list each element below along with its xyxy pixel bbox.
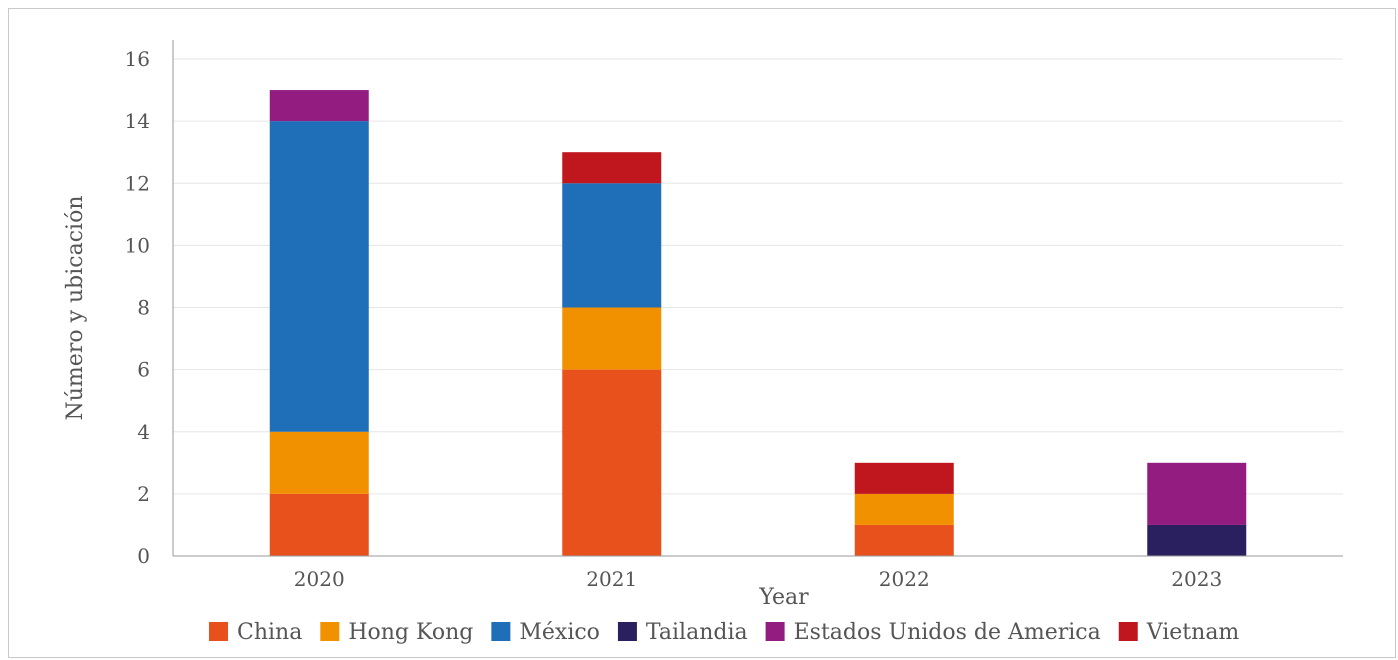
legend-swatch: [209, 622, 228, 641]
axes: [172, 40, 1343, 557]
legend-item: Tailandia: [617, 620, 748, 645]
bar-segment-2021-vietnam: [562, 152, 662, 184]
legend-label: China: [237, 620, 302, 645]
y-tick-label: 16: [125, 47, 150, 71]
legend-item: Estados Unidos de America: [765, 620, 1101, 645]
legend-item: México: [491, 620, 600, 645]
bar-segment-2021-méxico: [562, 183, 662, 308]
y-tick-label: 0: [137, 544, 150, 568]
y-tick-labels: 0 2 4 6 8 10 12 14 16: [125, 47, 150, 568]
legend-label: Tailandia: [646, 620, 748, 645]
y-axis-title: Número y ubicación: [63, 196, 88, 421]
y-tick-label: 8: [137, 296, 150, 320]
legend-swatch: [1118, 622, 1138, 641]
y-tick-label: 10: [125, 233, 150, 257]
bar-segment-2020-china: [269, 493, 369, 556]
legend-label: México: [519, 620, 600, 645]
legend-swatch: [617, 622, 637, 641]
legend-label: Hong Kong: [348, 620, 473, 645]
x-tick-label: 2020: [294, 567, 345, 591]
x-tick-labels: 2020 2021 2022 2023: [294, 567, 1222, 591]
bar-segment-2020-hong-kong: [269, 431, 369, 494]
x-tick-label: 2023: [1171, 567, 1222, 591]
bars: [269, 90, 1247, 556]
bar-segment-2022-hong-kong: [854, 493, 954, 525]
bar-segment-2020-estados-unidos-de-america: [269, 90, 369, 122]
legend-swatch: [320, 622, 340, 641]
bar-segment-2020-méxico: [269, 121, 369, 432]
bar-segment-2021-china: [562, 369, 662, 556]
legend-item: Hong Kong: [320, 620, 473, 645]
legend-item: Vietnam: [1118, 620, 1240, 645]
legend-swatch: [491, 622, 511, 641]
bar-segment-2022-vietnam: [854, 462, 954, 494]
y-tick-label: 2: [137, 482, 150, 506]
y-tick-label: 14: [125, 109, 150, 133]
legend-label: Estados Unidos de America: [794, 620, 1101, 645]
legend: China Hong Kong México Tailandia Estados Uni…: [209, 620, 1239, 645]
bar-segment-2021-hong-kong: [562, 307, 662, 370]
legend-label: Vietnam: [1146, 620, 1240, 645]
x-tick-label: 2021: [586, 567, 637, 591]
legend-swatch: [765, 622, 785, 641]
y-tick-label: 12: [125, 171, 150, 195]
bar-segment-2023-estados-unidos-de-america: [1147, 462, 1247, 525]
x-axis-title: Year: [758, 585, 809, 610]
y-tick-label: 6: [137, 358, 150, 382]
bar-segment-2023-tailandia: [1147, 524, 1247, 556]
y-tick-label: 4: [137, 420, 150, 444]
bar-segment-2022-china: [854, 524, 954, 556]
x-tick-label: 2022: [879, 567, 930, 591]
legend-item: China: [209, 620, 302, 645]
